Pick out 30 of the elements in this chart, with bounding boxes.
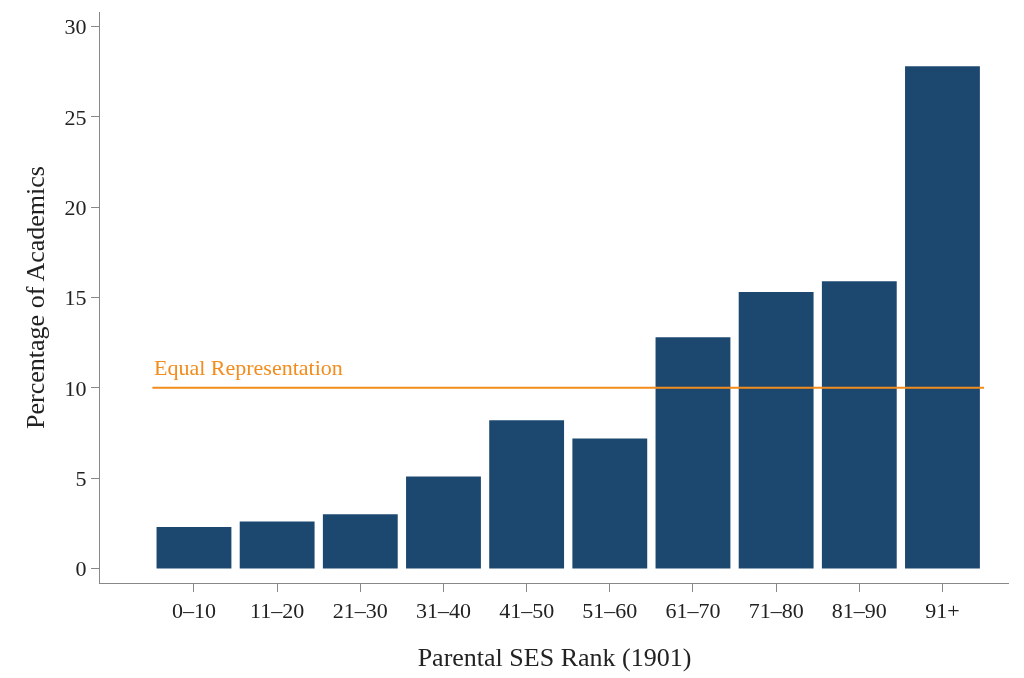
x-tick-label: 81–90: [831, 598, 887, 624]
bar: [572, 438, 648, 569]
bar: [239, 521, 315, 569]
y-tick-label: 20: [64, 194, 87, 220]
x-tick-label: 71–80: [748, 598, 804, 624]
bar: [156, 526, 232, 569]
x-tick-label: 0–10: [171, 598, 216, 624]
bar: [655, 337, 731, 569]
y-tick-label: 15: [64, 285, 87, 311]
y-tick-label: 0: [75, 556, 87, 582]
bar: [322, 514, 398, 569]
bar: [489, 420, 565, 569]
bar: [821, 281, 897, 569]
y-tick-label: 30: [64, 14, 87, 40]
y-tick-label: 5: [75, 465, 87, 491]
x-tick-label: 11–20: [250, 598, 305, 624]
ref-line-label: Equal Representation: [154, 355, 343, 380]
bar: [738, 292, 814, 569]
x-tick-label: 51–60: [582, 598, 638, 624]
y-tick-label: 25: [64, 104, 87, 130]
bar: [905, 66, 980, 569]
x-tick-label: 21–30: [332, 598, 388, 624]
y-tick-label: 10: [64, 375, 87, 401]
x-tick-label: 61–70: [665, 598, 721, 624]
x-tick-label: 91+: [925, 598, 960, 624]
bar: [406, 476, 481, 569]
x-tick-label: 41–50: [499, 598, 555, 624]
x-tick-label: 31–40: [415, 598, 471, 624]
y-axis-title: Percentage of Academics: [21, 166, 50, 429]
x-axis-title: Parental SES Rank (1901): [417, 643, 692, 673]
